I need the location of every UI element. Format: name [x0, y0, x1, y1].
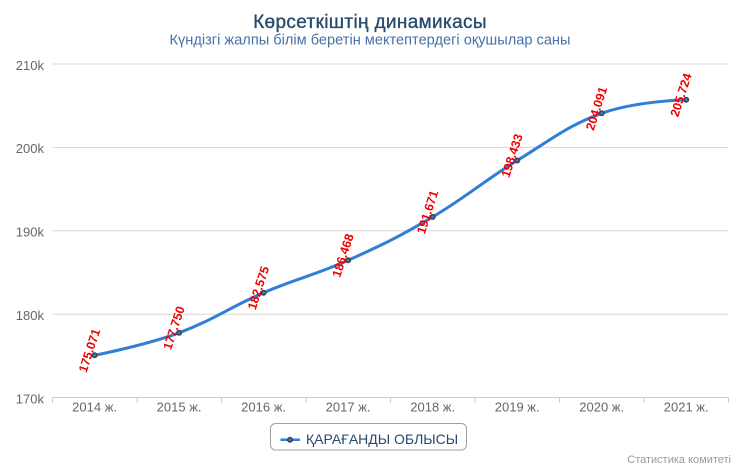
svg-text:190k: 190k	[16, 225, 45, 240]
svg-text:2015 ж.: 2015 ж.	[157, 400, 202, 415]
svg-text:2020 ж.: 2020 ж.	[579, 400, 624, 415]
svg-text:2021 ж.: 2021 ж.	[664, 400, 709, 415]
svg-text:200k: 200k	[16, 141, 45, 156]
svg-text:2018 ж.: 2018 ж.	[410, 400, 455, 415]
svg-text:2019 ж.: 2019 ж.	[495, 400, 540, 415]
svg-text:2014 ж.: 2014 ж.	[72, 400, 117, 415]
svg-text:2016 ж.: 2016 ж.	[241, 400, 286, 415]
svg-text:ҚАРАҒАНДЫ ОБЛЫСЫ: ҚАРАҒАНДЫ ОБЛЫСЫ	[306, 431, 458, 447]
svg-text:210k: 210k	[16, 58, 45, 73]
svg-text:Көрсеткіштің динамикасы: Көрсеткіштің динамикасы	[253, 12, 487, 33]
svg-text:2017 ж.: 2017 ж.	[326, 400, 371, 415]
svg-text:Күндізгі жалпы білім беретін м: Күндізгі жалпы білім беретін мектептерде…	[170, 33, 571, 49]
svg-text:Статистика комитеті: Статистика комитеті	[627, 454, 731, 466]
svg-text:170k: 170k	[16, 391, 45, 406]
svg-text:180k: 180k	[16, 308, 45, 323]
